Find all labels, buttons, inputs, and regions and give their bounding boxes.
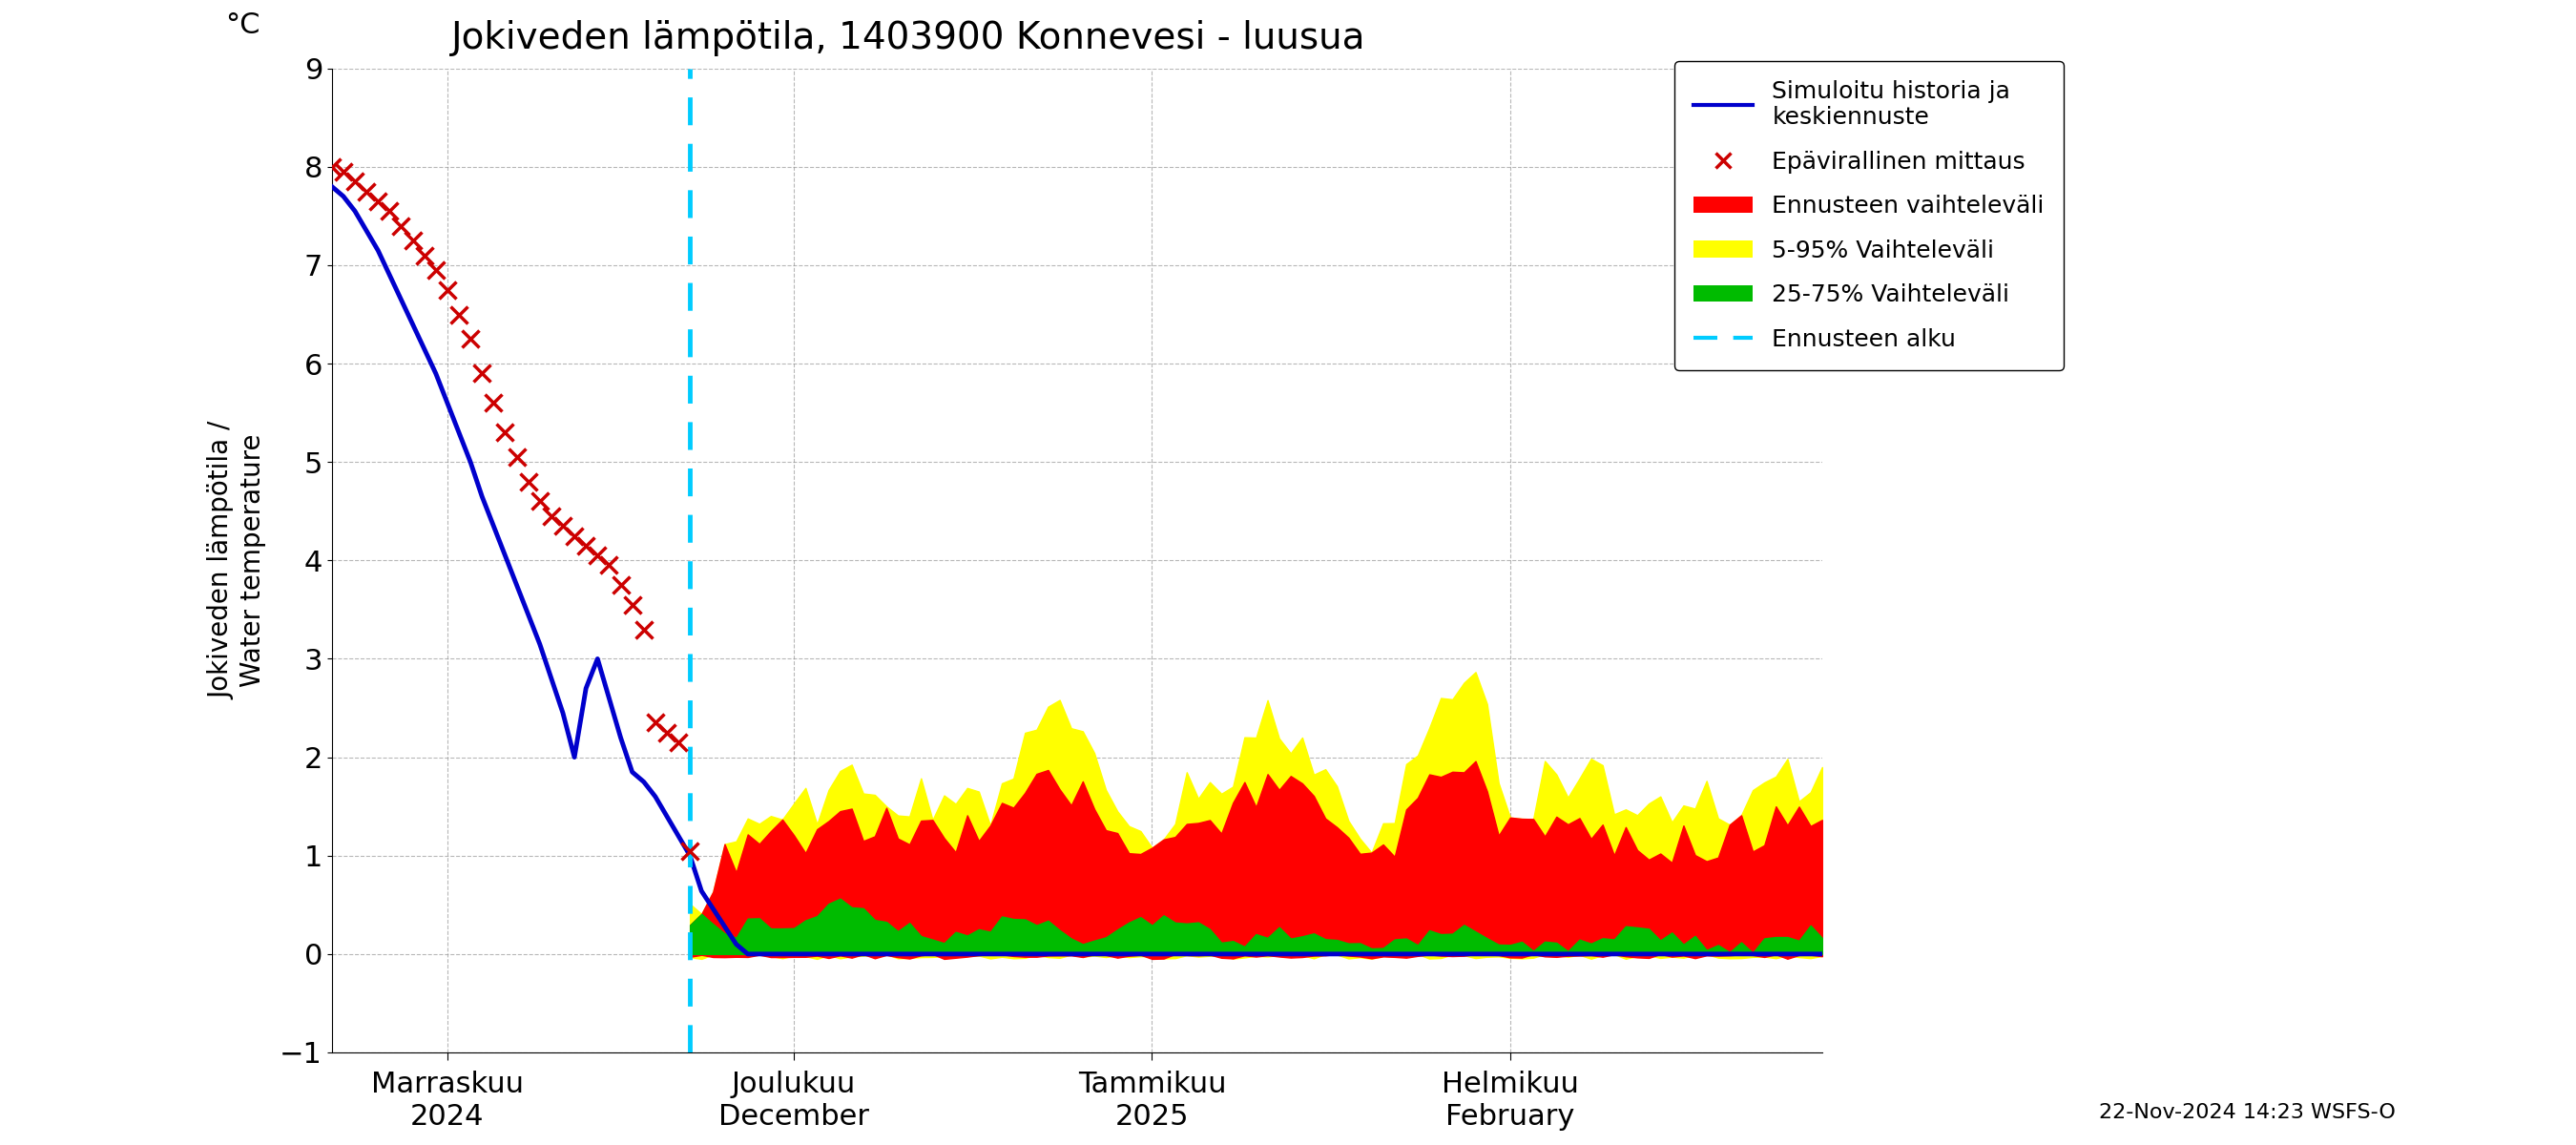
Text: Jokiveden lämpötila, 1403900 Konnevesi - luusua: Jokiveden lämpötila, 1403900 Konnevesi -… [451, 19, 1365, 56]
Text: 22-Nov-2024 14:23 WSFS-O: 22-Nov-2024 14:23 WSFS-O [2099, 1103, 2396, 1122]
Y-axis label: Jokiveden lämpötila /
Water temperature: Jokiveden lämpötila / Water temperature [209, 421, 265, 700]
Legend: Simuloitu historia ja
keskiennuste, Epävirallinen mittaus, Ennusteen vaihteleväl: Simuloitu historia ja keskiennuste, Epäv… [1674, 61, 2063, 370]
Text: °C: °C [224, 11, 260, 39]
